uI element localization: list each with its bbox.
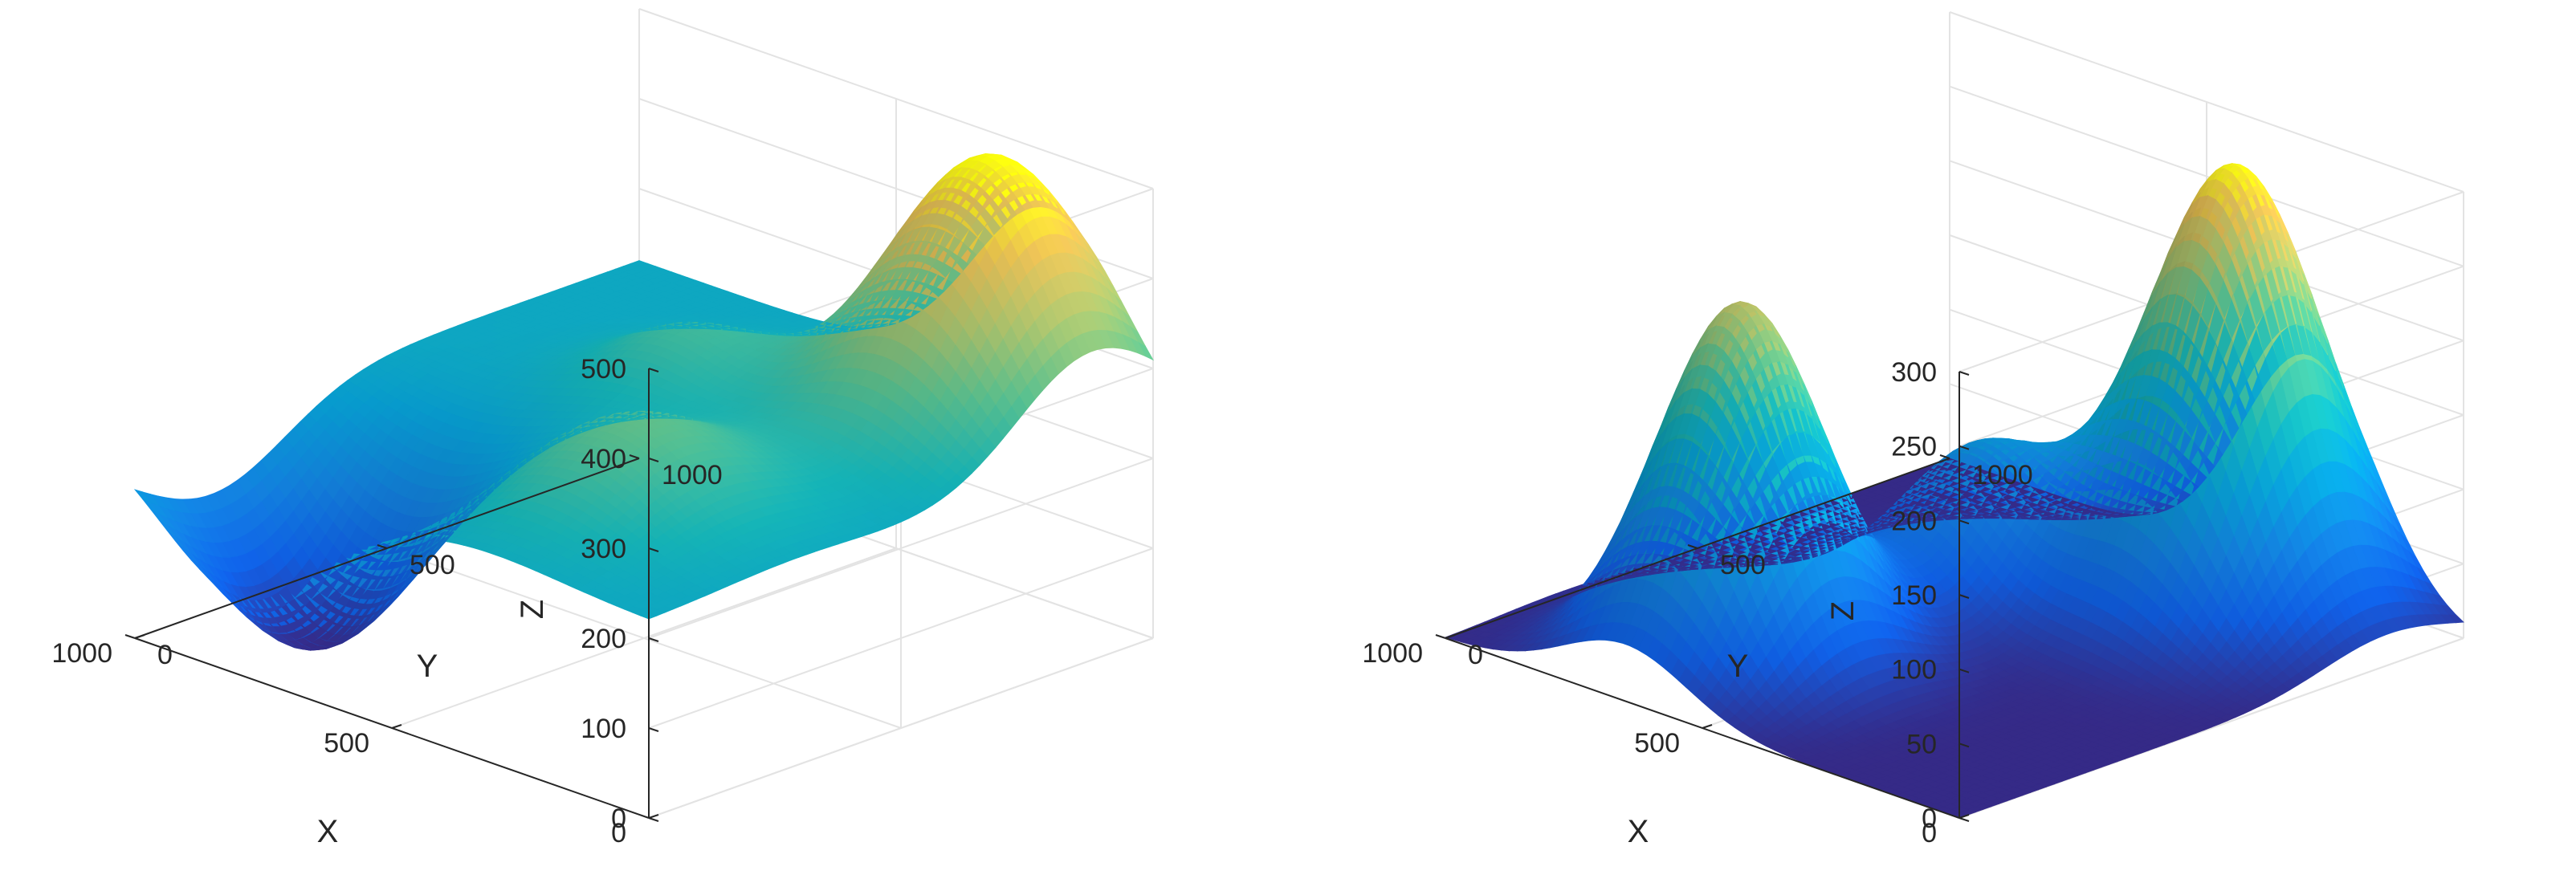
y-tick-mark (124, 634, 136, 639)
x-tick-mark (391, 724, 402, 729)
x-tick-label: 500 (324, 728, 369, 759)
z-tick-mark (648, 727, 659, 732)
y-tick-label: 500 (410, 550, 455, 580)
grid-line (386, 547, 902, 729)
y-axis-label: Y (417, 649, 438, 684)
x-tick-mark (648, 814, 659, 819)
y-tick-label: 0 (157, 640, 173, 670)
z-tick-label: 0 (611, 804, 626, 834)
z-axis-label: Z (515, 600, 550, 619)
z-tick-label: 100 (581, 714, 626, 744)
z-tick-label: 500 (581, 354, 626, 385)
z-tick-mark (648, 817, 659, 822)
grid-line (638, 8, 1154, 189)
grid-line (648, 547, 1154, 729)
x-tick-mark (134, 634, 145, 639)
x-axis-label: X (317, 814, 339, 849)
y-tick-label: 1000 (662, 460, 723, 490)
z-tick-label: 200 (581, 624, 626, 654)
z-tick-label: 300 (581, 534, 626, 564)
surface-right (1444, 163, 2464, 819)
z-tick-label: 400 (581, 444, 626, 474)
grid-line (648, 458, 1154, 639)
x-tick-label: 1000 (51, 638, 112, 669)
surface-left (133, 153, 1154, 651)
